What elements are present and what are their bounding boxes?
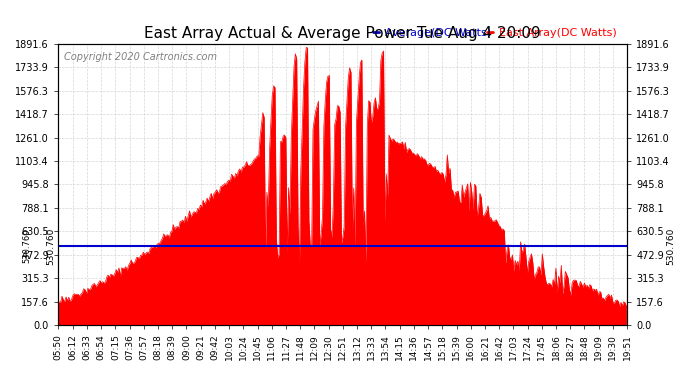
Text: Copyright 2020 Cartronics.com: Copyright 2020 Cartronics.com <box>63 52 217 62</box>
Text: 530.760: 530.760 <box>666 228 675 265</box>
Title: East Array Actual & Average Power Tue Aug 4 20:09: East Array Actual & Average Power Tue Au… <box>144 26 541 41</box>
Text: 530.760: 530.760 <box>46 228 55 265</box>
Text: Average(DC Watts): Average(DC Watts) <box>385 27 491 38</box>
Text: East Array(DC Watts): East Array(DC Watts) <box>499 27 617 38</box>
Text: 530.760: 530.760 <box>22 229 31 263</box>
